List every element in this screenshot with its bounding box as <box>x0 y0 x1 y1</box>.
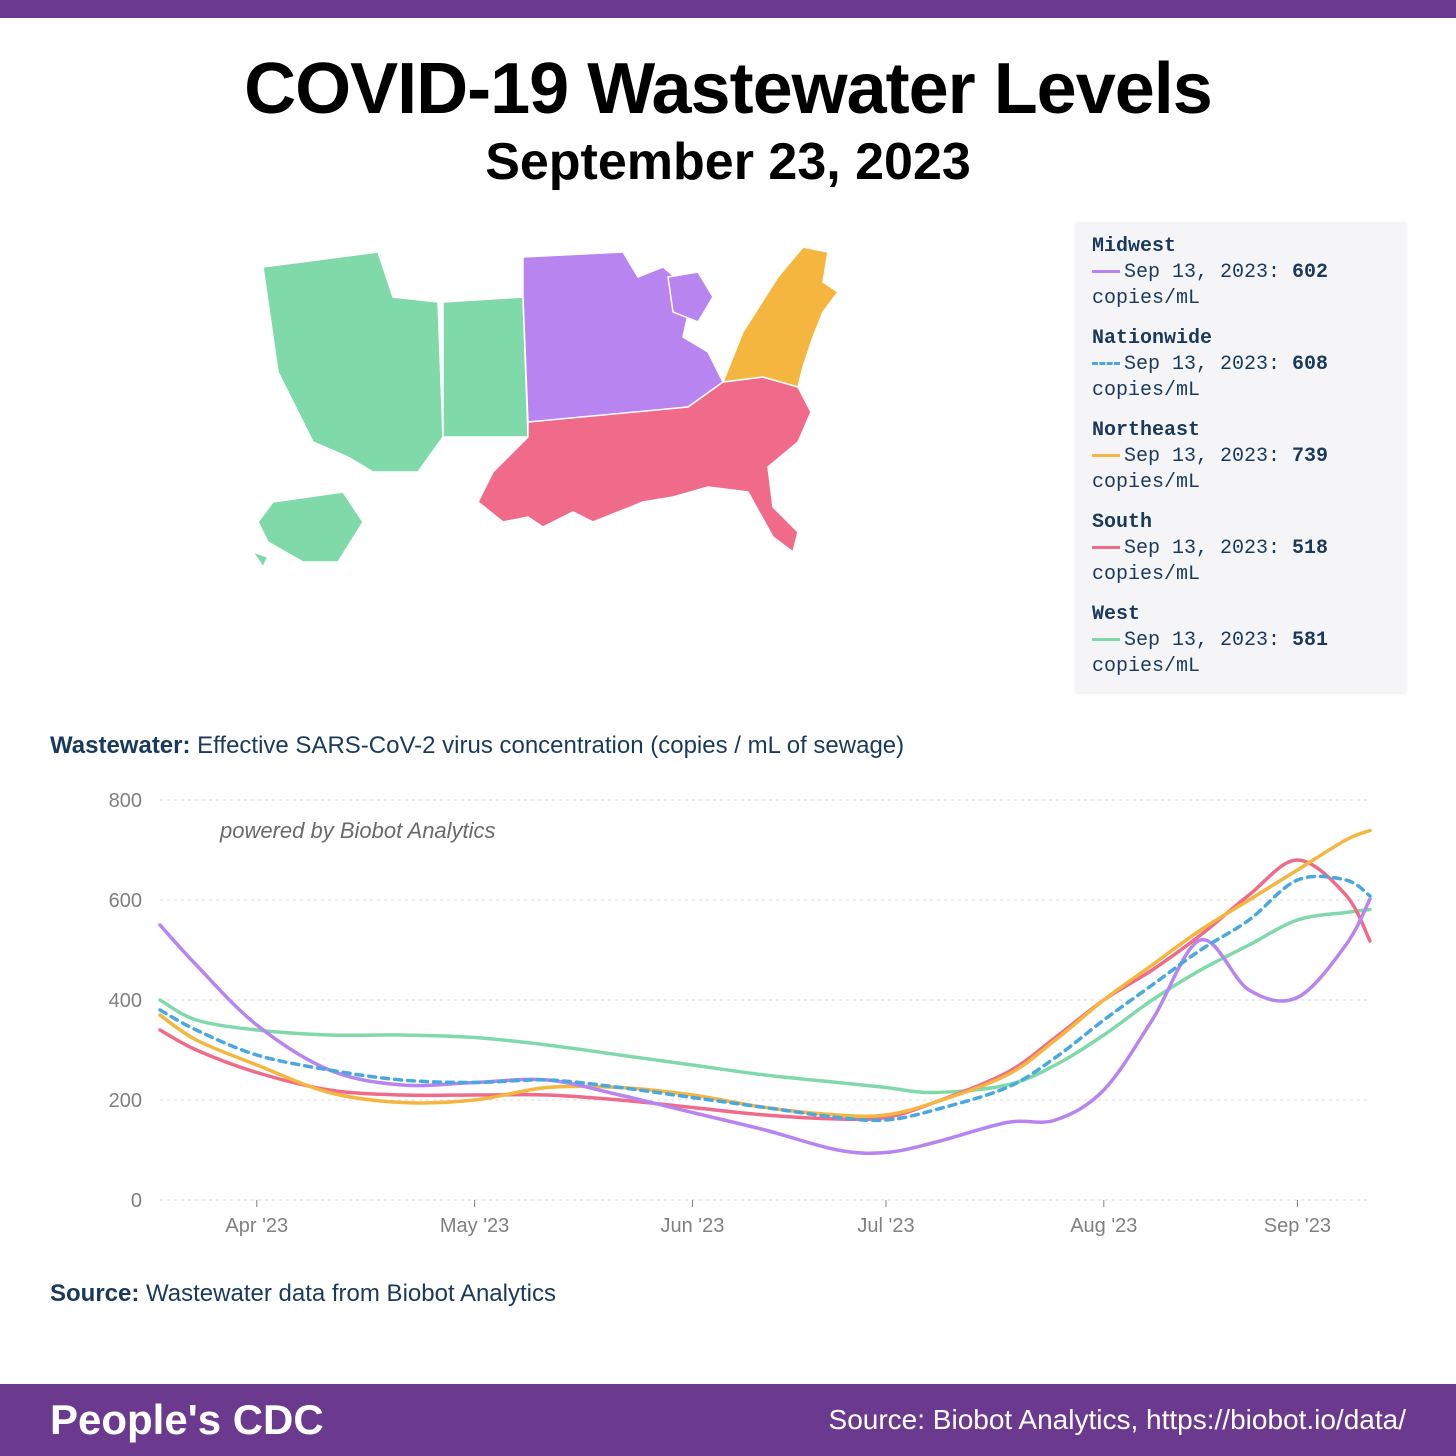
chart-attribution: powered by Biobot Analytics <box>220 818 496 844</box>
y-tick-label: 0 <box>131 1190 142 1212</box>
legend-row: Sep 13, 2023: 608 <box>1092 352 1390 378</box>
x-tick-label: Apr '23 <box>225 1215 288 1237</box>
legend-line-sample <box>1092 362 1120 365</box>
legend-unit: copies/mL <box>1092 470 1390 496</box>
legend-line-sample <box>1092 454 1120 457</box>
legend-region-name: South <box>1092 510 1390 536</box>
wastewater-label: Wastewater: Effective SARS-CoV-2 virus c… <box>50 732 1406 760</box>
legend-region-name: Midwest <box>1092 234 1390 260</box>
legend-entry: WestSep 13, 2023: 581copies/mL <box>1092 602 1390 680</box>
legend-region-name: Nationwide <box>1092 326 1390 352</box>
legend-date: Sep 13, 2023: <box>1124 353 1292 376</box>
line-chart: powered by Biobot Analytics 0 200 400 600 80… <box>50 780 1406 1260</box>
legend-entry: NortheastSep 13, 2023: 739copies/mL <box>1092 418 1390 496</box>
content-area: COVID-19 Wastewater Levels September 23,… <box>0 18 1456 1308</box>
footer-brand: People's CDC <box>50 1396 324 1444</box>
legend-region-name: Northeast <box>1092 418 1390 444</box>
us-map <box>50 222 1046 572</box>
y-tick-label: 200 <box>109 1090 142 1112</box>
legend-value: 739 <box>1292 445 1328 468</box>
wastewater-label-bold: Wastewater: <box>50 732 190 759</box>
legend-date: Sep 13, 2023: <box>1124 537 1292 560</box>
legend-date: Sep 13, 2023: <box>1124 445 1292 468</box>
legend-region-name: West <box>1092 602 1390 628</box>
legend-unit: copies/mL <box>1092 378 1390 404</box>
top-bar <box>0 0 1456 18</box>
chart-svg: 0 200 400 600 800 Apr '23 May '23 Jun '23 Jul '2… <box>50 780 1400 1260</box>
legend-line-sample <box>1092 270 1120 273</box>
legend-unit: copies/mL <box>1092 654 1390 680</box>
x-tick-label: Jul '23 <box>857 1215 914 1237</box>
source-text: Wastewater data from Biobot Analytics <box>139 1280 556 1307</box>
series-line <box>160 860 1370 1119</box>
legend-row: Sep 13, 2023: 518 <box>1092 536 1390 562</box>
source-bold: Source: <box>50 1280 139 1307</box>
x-tick-label: Aug '23 <box>1070 1215 1137 1237</box>
legend-row: Sep 13, 2023: 602 <box>1092 260 1390 286</box>
legend-unit: copies/mL <box>1092 562 1390 588</box>
legend-entry: SouthSep 13, 2023: 518copies/mL <box>1092 510 1390 588</box>
source-line: Source: Wastewater data from Biobot Anal… <box>50 1280 1406 1308</box>
page-title: COVID-19 Wastewater Levels <box>50 48 1406 130</box>
mid-section: MidwestSep 13, 2023: 602copies/mLNationw… <box>50 222 1406 692</box>
legend-date: Sep 13, 2023: <box>1124 629 1292 652</box>
footer-source: Source: Biobot Analytics, https://biobot… <box>829 1404 1406 1436</box>
legend-line-sample <box>1092 638 1120 641</box>
legend-entry: MidwestSep 13, 2023: 602copies/mL <box>1092 234 1390 312</box>
x-tick-label: Jun '23 <box>660 1215 724 1237</box>
y-tick-label: 600 <box>109 890 142 912</box>
bottom-bar: People's CDC Source: Biobot Analytics, h… <box>0 1384 1456 1456</box>
map-region-west <box>263 252 443 472</box>
legend-row: Sep 13, 2023: 739 <box>1092 444 1390 470</box>
legend-value: 608 <box>1292 353 1328 376</box>
legend-entry: NationwideSep 13, 2023: 608copies/mL <box>1092 326 1390 404</box>
legend-unit: copies/mL <box>1092 286 1390 312</box>
legend-line-sample <box>1092 546 1120 549</box>
y-tick-label: 800 <box>109 790 142 812</box>
page-subtitle: September 23, 2023 <box>50 132 1406 192</box>
x-tick-label: May '23 <box>440 1215 509 1237</box>
x-tick-label: Sep '23 <box>1264 1215 1331 1237</box>
legend-box: MidwestSep 13, 2023: 602copies/mLNationw… <box>1076 222 1406 692</box>
legend-value: 602 <box>1292 261 1328 284</box>
us-map-svg <box>243 222 893 572</box>
series-line <box>160 876 1370 1120</box>
y-tick-label: 400 <box>109 990 142 1012</box>
map-region-northeast <box>723 247 838 387</box>
wastewater-label-text: Effective SARS-CoV-2 virus concentration… <box>190 732 904 759</box>
map-region-west-co <box>443 297 528 437</box>
map-region-alaska <box>253 492 363 567</box>
legend-row: Sep 13, 2023: 581 <box>1092 628 1390 654</box>
legend-date: Sep 13, 2023: <box>1124 261 1292 284</box>
legend-value: 581 <box>1292 629 1328 652</box>
legend-value: 518 <box>1292 537 1328 560</box>
